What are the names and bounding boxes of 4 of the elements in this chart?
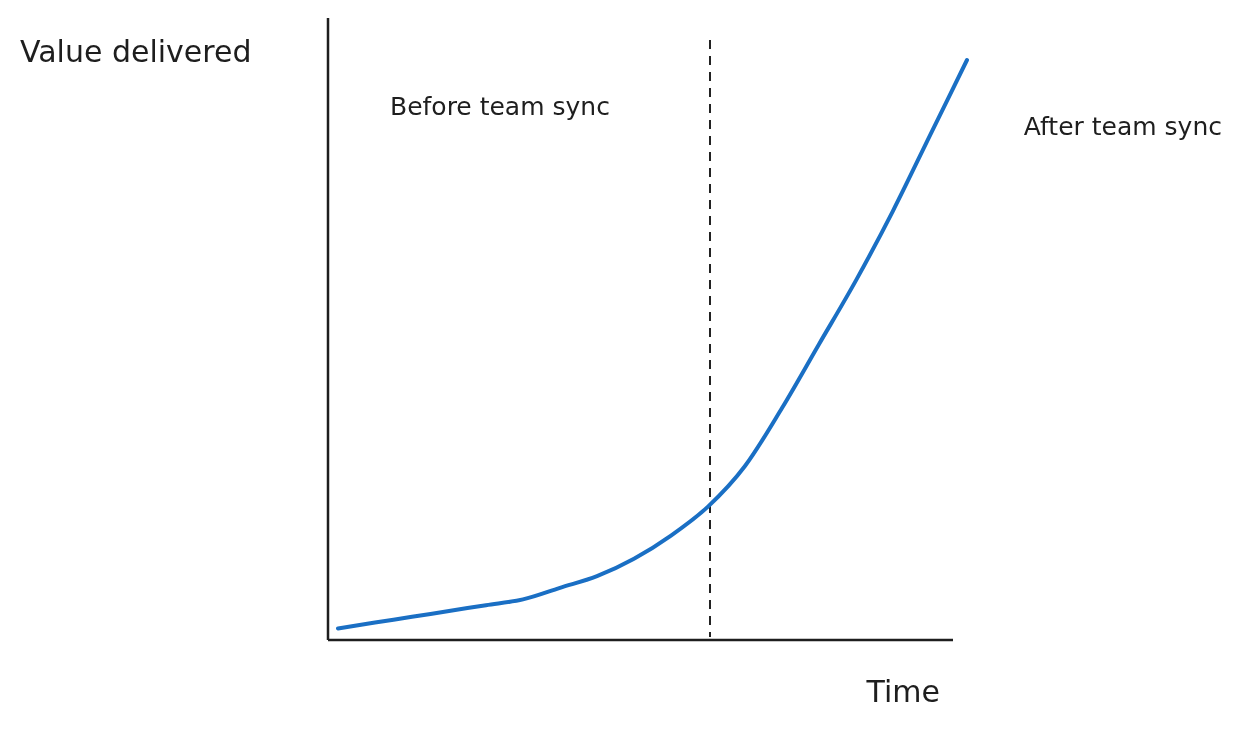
text: After team sync bbox=[1023, 112, 1222, 141]
annotation: Before team sync bbox=[390, 92, 610, 121]
y-axis-title: Value delivered bbox=[20, 34, 252, 69]
x-axis-title: Time bbox=[865, 674, 940, 709]
